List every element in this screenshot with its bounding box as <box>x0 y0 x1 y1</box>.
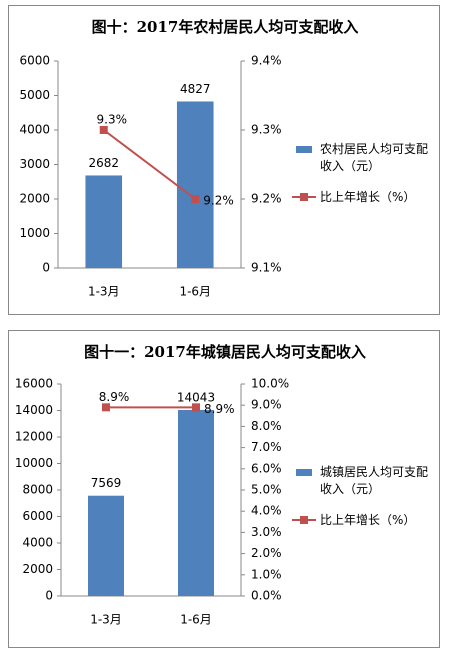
bar-value-label: 4827 <box>180 82 211 96</box>
bar <box>178 409 214 596</box>
y2-tick-label: 3.0% <box>251 525 282 539</box>
line-marker <box>191 195 200 203</box>
y2-tick-label: 2.0% <box>251 546 282 560</box>
y-tick-label: 5000 <box>19 88 50 102</box>
y2-tick-label: 9.0% <box>251 398 282 412</box>
line-marker <box>99 126 108 134</box>
legend-swatch <box>292 512 316 529</box>
y2-tick-label: 1.0% <box>251 567 282 581</box>
y2-tick-label: 4.0% <box>251 504 282 518</box>
legend-label: 比上年增长（%） <box>320 513 416 527</box>
x-tick-label: 1-3月 <box>90 613 122 627</box>
legend-label: 城镇居民人均可支配收入（元） <box>320 465 429 496</box>
y-tick-label: 3000 <box>19 157 50 171</box>
y-tick-label: 4000 <box>19 123 50 137</box>
legend-item: 比上年增长（%） <box>292 512 432 529</box>
legend-label: 比上年增长（%） <box>320 190 416 204</box>
x-tick-label: 1-3月 <box>88 285 120 299</box>
line-value-label: 9.2% <box>203 194 234 208</box>
y-tick-label: 10000 <box>15 456 53 470</box>
legend: 城镇居民人均可支配收入（元） 比上年增长（%） <box>292 464 432 543</box>
legend-item: 农村居民人均可支配收入（元） <box>292 141 432 175</box>
chart: 图十一：2017年城镇居民人均可支配收入 0 2000 4000 6000 8000 100… <box>15 343 366 627</box>
y2-tick-label: 9.1% <box>251 261 282 275</box>
y-tick-label: 1000 <box>19 226 50 240</box>
y2-tick-label: 9.4% <box>251 54 282 68</box>
y-tick-label: 4000 <box>22 536 53 550</box>
bar-value-label: 14043 <box>177 390 215 404</box>
chart: 图十：2017年农村居民人均可支配收入 0 1000 2000 3000 4000 5000… <box>19 18 359 299</box>
legend-label: 农村居民人均可支配收入（元） <box>320 142 429 173</box>
legend-swatch <box>292 464 316 481</box>
legend-item: 城镇居民人均可支配收入（元） <box>292 464 432 498</box>
line-marker <box>192 403 200 412</box>
bar-value-label: 2682 <box>88 156 119 170</box>
y-tick-label: 12000 <box>15 430 53 444</box>
legend-swatch <box>292 141 316 158</box>
line <box>103 129 196 200</box>
chart-title: 图十：2017年农村居民人均可支配收入 <box>92 18 359 36</box>
line-value-label: 8.9% <box>204 402 235 416</box>
y-tick-label: 6000 <box>22 509 53 523</box>
bar <box>88 495 124 596</box>
y2-tick-label: 0.0% <box>251 589 282 603</box>
y2-tick-label: 7.0% <box>251 440 282 454</box>
line-value-label: 8.9% <box>99 390 130 404</box>
y-tick-label: 2000 <box>19 192 50 206</box>
y-tick-label: 6000 <box>19 54 50 68</box>
y2-tick-label: 5.0% <box>251 483 282 497</box>
y2-tick-label: 9.2% <box>251 192 282 206</box>
y2-tick-label: 9.3% <box>251 123 282 137</box>
y-tick-label: 0 <box>42 261 50 275</box>
line-marker <box>102 403 110 412</box>
bar <box>176 101 214 268</box>
y2-tick-label: 10.0% <box>251 377 289 391</box>
legend-swatch <box>292 189 316 206</box>
x-tick-label: 1-6月 <box>179 285 211 299</box>
chart-title: 图十一：2017年城镇居民人均可支配收入 <box>84 343 366 361</box>
bar <box>85 175 123 268</box>
y2-tick-label: 6.0% <box>251 461 282 475</box>
legend-item: 比上年增长（%） <box>292 189 432 206</box>
line-value-label: 9.3% <box>97 113 128 127</box>
chart-panel: 图十：2017年农村居民人均可支配收入 0 1000 2000 3000 4000 5000… <box>8 5 440 315</box>
y-tick-label: 14000 <box>15 403 53 417</box>
legend: 农村居民人均可支配收入（元） 比上年增长（%） <box>292 141 432 220</box>
y-tick-label: 2000 <box>22 562 53 576</box>
y-tick-label: 16000 <box>15 377 53 391</box>
y2-tick-label: 8.0% <box>251 419 282 433</box>
y-tick-label: 8000 <box>22 483 53 497</box>
x-tick-label: 1-6月 <box>180 613 212 627</box>
y-tick-label: 0 <box>45 589 53 603</box>
bar-value-label: 7569 <box>91 476 122 490</box>
chart-panel: 图十一：2017年城镇居民人均可支配收入 0 2000 4000 6000 8000 100… <box>8 330 440 648</box>
